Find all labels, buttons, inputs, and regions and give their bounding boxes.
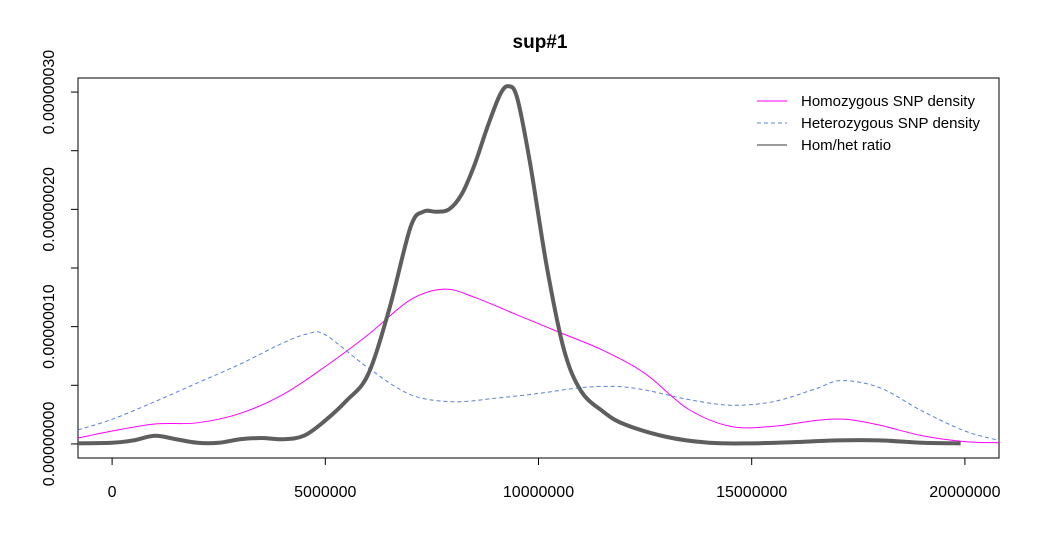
- y-tick-label: 0.00000010: [41, 284, 58, 369]
- x-axis: 0 5000000 10000000 15000000 20000000: [108, 458, 1001, 501]
- chart-title: sup#1: [513, 32, 568, 53]
- plot-frame: [77, 77, 1000, 459]
- legend-item-homozygous: Homozygous SNP density: [757, 93, 975, 110]
- x-tick-label: 0: [108, 484, 117, 501]
- x-tick-label: 10000000: [503, 484, 574, 501]
- legend: Homozygous SNP density Heterozygous SNP d…: [757, 93, 980, 154]
- x-tick-label: 15000000: [716, 484, 787, 501]
- hom-het-ratio-line: [78, 84, 961, 446]
- legend-item-heterozygous: Heterozygous SNP density: [757, 115, 980, 132]
- series-layer: [78, 84, 999, 446]
- x-tick-label: 20000000: [929, 484, 1000, 501]
- homozygous-density-line: [78, 288, 999, 444]
- legend-label: Hom/het ratio: [801, 137, 891, 154]
- y-axis: 0.00000000 0.00000010 0.00000020 0.00000030: [41, 50, 78, 486]
- y-tick-label: 0.00000020: [41, 167, 58, 252]
- heterozygous-density-line: [78, 331, 999, 441]
- legend-label: Heterozygous SNP density: [801, 115, 980, 132]
- y-tick-label: 0.00000030: [41, 50, 58, 135]
- legend-label: Homozygous SNP density: [801, 93, 975, 110]
- x-tick-label: 5000000: [294, 484, 356, 501]
- legend-item-ratio: Hom/het ratio: [757, 137, 891, 154]
- y-tick-label: 0.00000000: [41, 402, 58, 487]
